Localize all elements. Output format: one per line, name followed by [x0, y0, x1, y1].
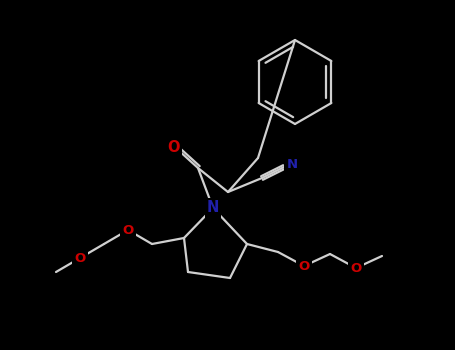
Text: N: N	[207, 201, 219, 216]
Text: O: O	[298, 259, 309, 273]
Text: N: N	[287, 159, 298, 172]
Text: O: O	[74, 252, 86, 265]
Text: O: O	[350, 261, 362, 274]
Text: O: O	[122, 224, 134, 237]
Text: O: O	[168, 140, 180, 155]
